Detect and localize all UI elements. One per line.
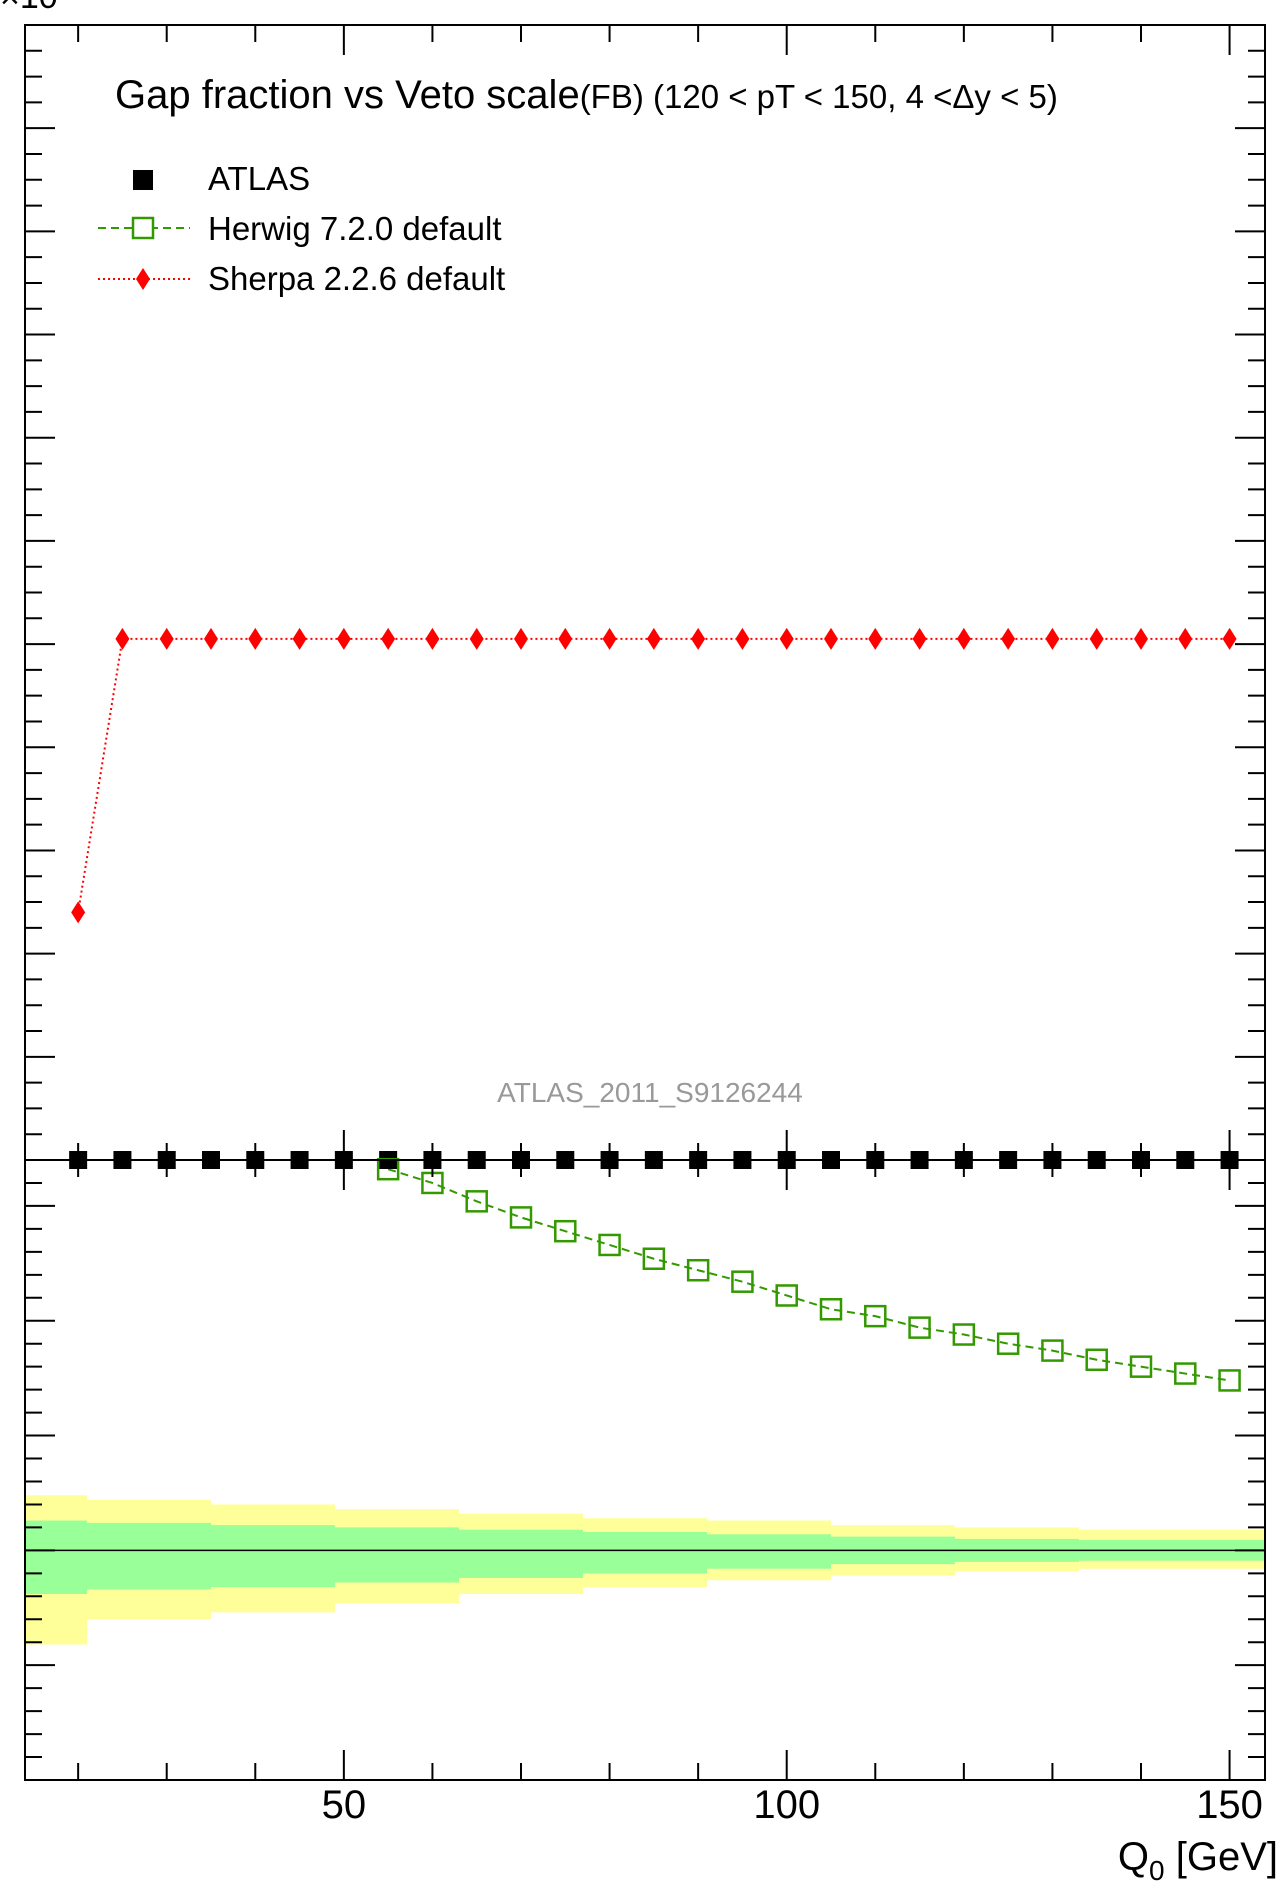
herwig-ratio-point bbox=[775, 1284, 798, 1307]
sherpa-point bbox=[956, 627, 971, 650]
sherpa-point bbox=[469, 627, 484, 650]
chart-title-main: Gap fraction vs Veto scale bbox=[115, 73, 580, 117]
herwig-ratio-point bbox=[598, 1233, 621, 1257]
herwig-ratio-point bbox=[465, 1190, 488, 1213]
herwig-ratio-point bbox=[819, 1298, 843, 1321]
herwig-ratio-point bbox=[908, 1316, 931, 1339]
sherpa-point bbox=[381, 627, 396, 650]
herwig-ratio-point bbox=[1085, 1348, 1108, 1372]
inner-band-segment bbox=[707, 1534, 831, 1569]
sherpa-point bbox=[425, 627, 440, 650]
inner-band-segment bbox=[87, 1522, 211, 1590]
analysis-watermark: ATLAS_2011_S9126244 bbox=[497, 1077, 803, 1108]
sherpa-line bbox=[77, 637, 1230, 913]
sherpa-point bbox=[1222, 627, 1237, 650]
legend-marker-herwig bbox=[131, 216, 155, 240]
x-tick-labels: 50 100 150 bbox=[322, 1783, 1263, 1827]
inner-band-segment bbox=[211, 1525, 335, 1588]
herwig-ratio-line bbox=[387, 1168, 1230, 1382]
sherpa-point bbox=[204, 627, 218, 650]
sherpa-point bbox=[1134, 627, 1148, 650]
sherpa-point bbox=[868, 627, 883, 650]
sherpa-point bbox=[824, 627, 838, 650]
sherpa-point bbox=[1178, 627, 1193, 650]
x-axis-label-subscript: 0 bbox=[1149, 1855, 1165, 1886]
axes-frame bbox=[24, 24, 1266, 1781]
herwig-ratio-point bbox=[864, 1304, 887, 1328]
herwig-ratio-point bbox=[731, 1270, 754, 1293]
ratio-uncertainty-bands bbox=[25, 1495, 1265, 1645]
herwig-ratio-point bbox=[1218, 1369, 1241, 1392]
x-axis-label: Q0 [GeV] bbox=[1118, 1835, 1278, 1886]
herwig-ratio-point bbox=[952, 1323, 976, 1346]
herwig-ratio-point bbox=[642, 1247, 666, 1270]
sherpa-point bbox=[558, 627, 573, 650]
sherpa-point bbox=[1001, 627, 1016, 650]
sherpa-point bbox=[735, 627, 750, 650]
sherpa-point bbox=[71, 901, 86, 924]
herwig-ratio-point bbox=[996, 1332, 1020, 1355]
legend-label-atlas: ATLAS bbox=[208, 160, 310, 197]
legend: ATLAS Herwig 7.2.0 default Sherpa 2.2.6 … bbox=[98, 160, 505, 297]
x-axis-label-unit: [GeV] bbox=[1165, 1835, 1278, 1879]
inner-band-segment bbox=[25, 1520, 87, 1594]
legend-marker-atlas bbox=[133, 170, 153, 190]
series-lines bbox=[77, 637, 1230, 1382]
chart-title: Gap fraction vs Veto scale(FB) (120 < pT… bbox=[115, 73, 1058, 117]
x-tick-label: 150 bbox=[1196, 1783, 1263, 1827]
top-axis-multiplier: ×10 bbox=[0, 0, 58, 16]
herwig-ratio-point bbox=[1129, 1355, 1153, 1378]
herwig-ratio-point bbox=[686, 1258, 710, 1282]
legend-label-sherpa: Sherpa 2.2.6 default bbox=[208, 260, 505, 297]
sherpa-point bbox=[646, 627, 661, 650]
sherpa-point bbox=[514, 627, 528, 650]
legend-label-herwig: Herwig 7.2.0 default bbox=[208, 210, 502, 247]
herwig-ratio-point bbox=[509, 1206, 533, 1229]
legend-marker-sherpa bbox=[136, 268, 150, 290]
x-axis-label-main: Q bbox=[1118, 1835, 1149, 1879]
herwig-ratio-point bbox=[554, 1219, 577, 1243]
inner-band-segment bbox=[459, 1529, 583, 1578]
series-markers bbox=[69, 627, 1241, 1392]
sherpa-point bbox=[912, 627, 927, 650]
sherpa-point bbox=[159, 627, 174, 650]
sherpa-point bbox=[602, 627, 617, 650]
sherpa-point bbox=[691, 627, 706, 650]
x-tick-label: 100 bbox=[753, 1783, 820, 1827]
herwig-ratio-point bbox=[1041, 1339, 1064, 1362]
legend-markers bbox=[98, 170, 190, 290]
sherpa-point bbox=[292, 627, 307, 650]
sherpa-point bbox=[248, 627, 263, 650]
sherpa-point bbox=[1089, 627, 1104, 650]
ratio-panel-frame bbox=[24, 1159, 1266, 1781]
sherpa-point bbox=[115, 627, 130, 650]
inner-band-segment bbox=[335, 1527, 459, 1583]
herwig-ratio-point bbox=[1174, 1362, 1197, 1385]
sherpa-point bbox=[1045, 627, 1060, 650]
sherpa-point bbox=[779, 627, 794, 650]
x-tick-label: 50 bbox=[322, 1783, 367, 1827]
chart-title-suffix: (FB) (120 < pT < 150, 4 <Δy < 5) bbox=[580, 78, 1058, 115]
inner-band-segment bbox=[583, 1532, 707, 1574]
sherpa-point bbox=[336, 627, 351, 650]
